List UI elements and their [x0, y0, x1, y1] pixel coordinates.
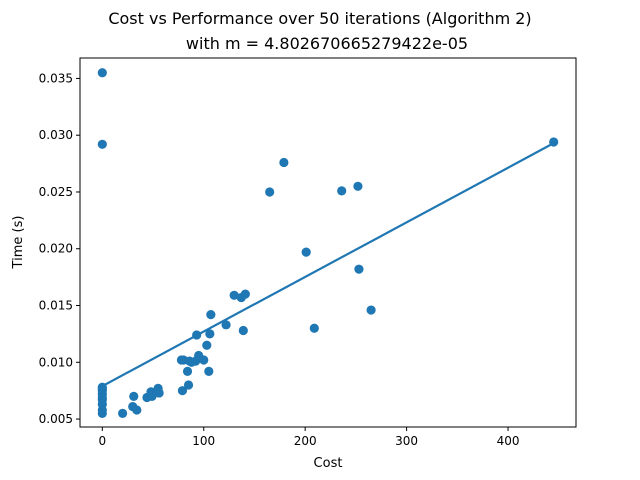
data-point — [97, 139, 107, 149]
y-tick-label: 0.020 — [39, 242, 73, 256]
x-tick-label: 300 — [395, 434, 418, 448]
fit-line — [101, 142, 555, 388]
data-point — [202, 340, 212, 350]
data-point — [177, 386, 188, 396]
y-tick-label: 0.030 — [39, 128, 73, 142]
x-axis: 0 100 200 300 400 — [98, 427, 519, 448]
data-point — [354, 264, 364, 274]
data-point — [129, 391, 139, 401]
data-point — [206, 309, 216, 320]
data-point — [199, 355, 209, 365]
data-point — [154, 388, 164, 398]
data-point — [337, 186, 347, 196]
y-tick-label: 0.025 — [39, 185, 73, 199]
data-point — [240, 289, 250, 299]
x-tick-label: 0 — [98, 434, 106, 448]
chart-subtitle: with m = 4.802670665279422e-05 — [186, 34, 468, 53]
y-tick-label: 0.035 — [39, 71, 73, 85]
x-tick-label: 200 — [294, 434, 317, 448]
data-point — [238, 325, 248, 336]
data-point — [309, 323, 319, 333]
data-point — [132, 405, 142, 415]
data-point — [97, 68, 107, 78]
data-point — [205, 329, 215, 339]
plot-frame — [79, 57, 577, 428]
plot-area — [97, 68, 559, 418]
y-tick-label: 0.005 — [39, 412, 73, 426]
data-point — [366, 305, 376, 315]
data-point — [147, 391, 157, 401]
chart-title: Cost vs Performance over 50 iterations (… — [108, 9, 531, 28]
y-tick-label: 0.015 — [39, 299, 73, 313]
data-point — [229, 290, 239, 300]
x-tick-label: 100 — [192, 434, 215, 448]
data-point — [204, 366, 214, 376]
data-point — [265, 187, 275, 197]
data-point — [301, 247, 311, 257]
data-point — [182, 366, 193, 376]
data-point — [118, 408, 128, 418]
y-axis: 0.005 0.010 0.015 0.020 0.025 0.030 0.035 — [39, 71, 80, 426]
y-tick-label: 0.010 — [39, 355, 73, 369]
y-axis-label: Time (s) — [11, 216, 26, 270]
x-tick-label: 400 — [497, 434, 520, 448]
data-point — [353, 181, 363, 191]
x-axis-label: Cost — [314, 456, 343, 471]
data-point — [221, 320, 231, 330]
data-point — [279, 157, 289, 168]
data-point — [97, 408, 107, 418]
data-point — [183, 380, 194, 390]
